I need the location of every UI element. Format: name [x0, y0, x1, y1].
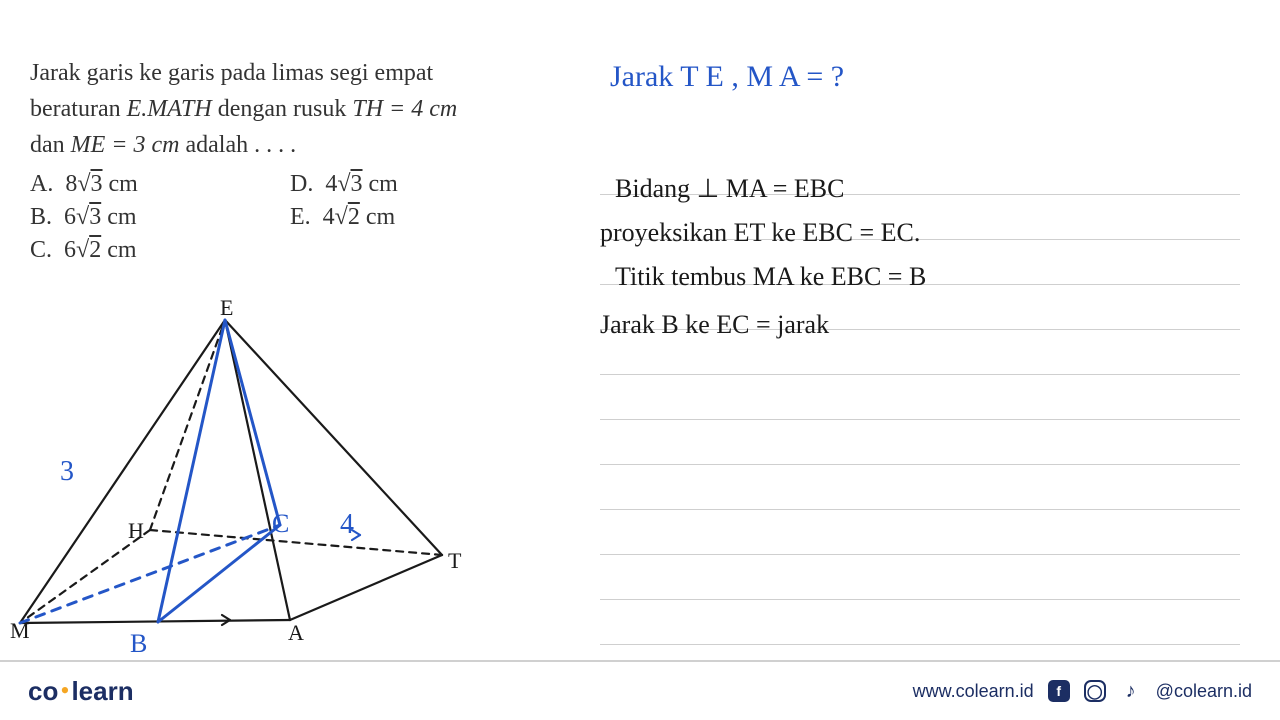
- svg-text:T: T: [448, 548, 462, 573]
- svg-text:H: H: [128, 518, 144, 543]
- opt-c-coef: 6: [64, 237, 76, 263]
- q-line3-pre: dan: [30, 132, 71, 158]
- facebook-icon: f: [1048, 680, 1070, 702]
- handwriting-line: Titik tembus MA ke EBC = B: [615, 262, 926, 292]
- svg-text:3: 3: [60, 456, 74, 487]
- opt-a-coef: 8: [65, 171, 77, 197]
- opt-b-coef: 6: [64, 204, 76, 230]
- svg-text:B: B: [130, 629, 147, 658]
- q-th: TH = 4 cm: [352, 96, 457, 122]
- svg-text:M: M: [10, 618, 30, 643]
- opt-d-unit: cm: [369, 171, 398, 197]
- q-pyramid: E.MATH: [127, 96, 212, 122]
- svg-text:E: E: [220, 300, 233, 320]
- option-b: B. 6√3 cm: [30, 204, 290, 231]
- brand-co: co: [28, 676, 58, 707]
- option-e: E. 4√2 cm: [290, 204, 550, 231]
- option-c: C. 6√2 cm: [30, 237, 290, 264]
- q-me: ME = 3 cm: [71, 132, 180, 158]
- question-block: Jarak garis ke garis pada limas segi emp…: [30, 55, 570, 264]
- tiktok-icon: ♪: [1120, 680, 1142, 702]
- instagram-icon: ◯: [1084, 680, 1106, 702]
- opt-c-rad: 2: [89, 237, 101, 263]
- q-line3-post: adalah . . . .: [180, 132, 297, 158]
- opt-e-rad: 2: [348, 204, 360, 230]
- q-line2-pre: beraturan: [30, 96, 127, 122]
- handwriting-line: proyeksikan ET ke EBC = EC.: [600, 218, 920, 248]
- option-d: D. 4√3 cm: [290, 171, 550, 198]
- svg-text:A: A: [288, 620, 304, 645]
- options-grid: A. 8√3 cm D. 4√3 cm B. 6√3 cm E. 4√2 cm …: [30, 171, 570, 264]
- footer-handle: @colearn.id: [1156, 681, 1252, 702]
- footer-bar: co • learn www.colearn.id f ◯ ♪ @colearn…: [0, 660, 1280, 720]
- option-a: A. 8√3 cm: [30, 171, 290, 198]
- work-area: [600, 50, 1240, 650]
- q-line1: Jarak garis ke garis pada limas segi emp…: [30, 60, 433, 86]
- question-text: Jarak garis ke garis pada limas segi emp…: [30, 55, 570, 163]
- opt-a-unit: cm: [109, 171, 138, 197]
- pyramid-svg: M A T H E B C 3 4: [10, 300, 470, 660]
- opt-a-rad: 3: [91, 171, 103, 197]
- opt-b-rad: 3: [89, 204, 101, 230]
- q-line2-mid: dengan rusuk: [212, 96, 353, 122]
- footer-right: www.colearn.id f ◯ ♪ @colearn.id: [913, 680, 1252, 702]
- brand-learn: learn: [71, 676, 133, 707]
- svg-text:C: C: [272, 509, 289, 538]
- brand-dot-icon: •: [58, 676, 71, 706]
- opt-e-unit: cm: [366, 204, 395, 230]
- opt-b-unit: cm: [107, 204, 136, 230]
- opt-e-coef: 4: [323, 204, 335, 230]
- pyramid-diagram: M A T H E B C 3 4: [10, 300, 470, 660]
- opt-d-rad: 3: [351, 171, 363, 197]
- footer-url: www.colearn.id: [913, 681, 1034, 702]
- handwriting-line: Bidang ⊥ MA = EBC: [615, 174, 844, 204]
- handwriting-line: Jarak T E , M A = ?: [610, 60, 844, 94]
- handwriting-line: Jarak B ke EC = jarak: [600, 310, 829, 340]
- opt-d-coef: 4: [325, 171, 337, 197]
- opt-c-unit: cm: [107, 237, 136, 263]
- svg-text:4: 4: [340, 509, 354, 540]
